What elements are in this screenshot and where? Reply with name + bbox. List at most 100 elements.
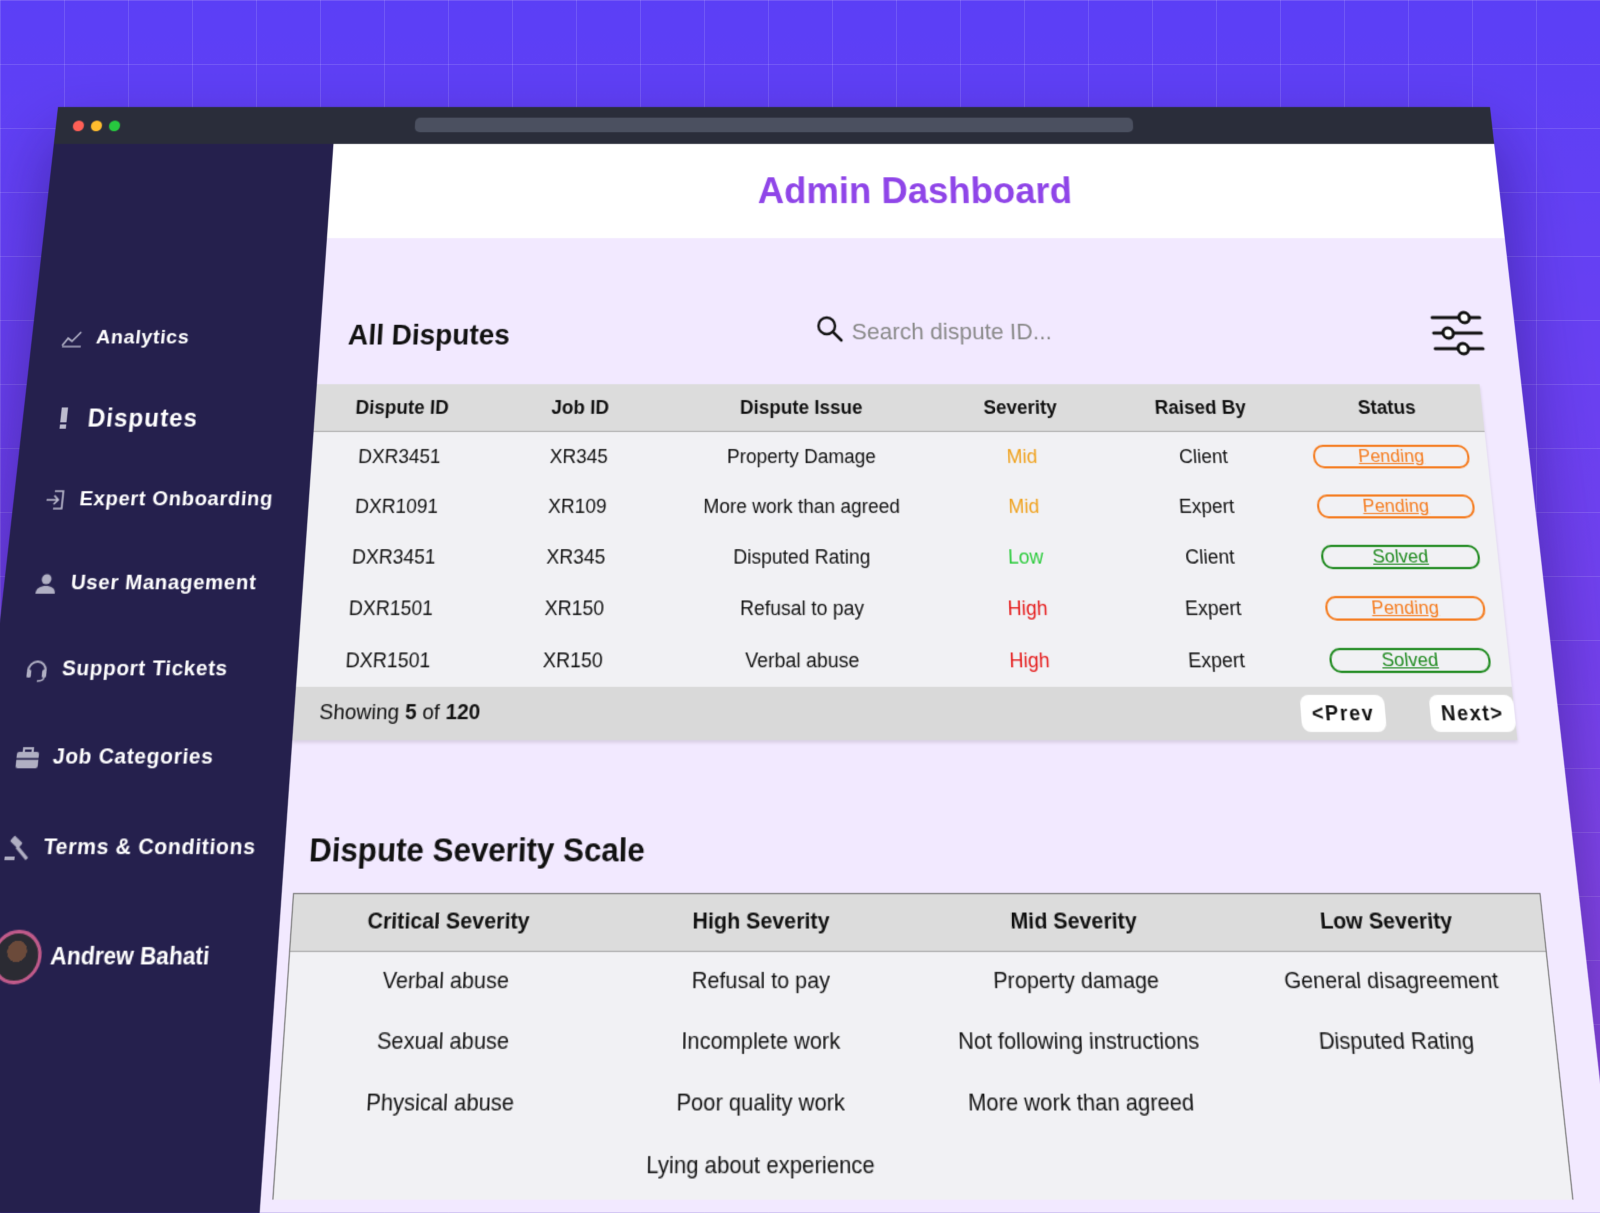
list-item: Poor quality work [676,1073,845,1135]
user-name: Andrew Bahati [49,943,210,972]
total-count: 120 [445,701,481,725]
sidebar-item-label: Disputes [86,404,199,433]
table-footer: Showing 5 of 120 <Prev Next> [292,687,1517,740]
filter-button[interactable] [1428,309,1487,357]
list-item: Sexual abuse [375,1012,510,1073]
cell-severity: Low [934,545,1117,568]
column-header-dispute-issue[interactable]: Dispute Issue [671,396,931,418]
pagination-summary: Showing 5 of 120 [319,701,481,727]
critical-severity-header: Critical Severity [291,909,605,936]
cell-severity: Mid [932,445,1112,468]
cell-dispute-id: DXR1501 [297,648,479,672]
cell-dispute-issue: Verbal abuse [667,648,937,672]
list-item: Property damage [992,952,1160,1012]
low-severity-header: Low Severity [1229,909,1544,936]
column-header-severity[interactable]: Severity [931,396,1110,418]
of-label: of [422,701,441,725]
browser-window-frame: Analytics Disputes Expert Onboarding [0,107,1600,1213]
severity-scale-title: Dispute Severity Scale [308,831,645,870]
table-row[interactable]: DXR1501 XR150 Verbal abuse High Expert S… [296,634,1512,687]
search-box [816,316,1165,348]
column-header-job-id[interactable]: Job ID [489,396,672,418]
sidebar-item-expert-onboarding[interactable]: Expert Onboarding [10,468,311,531]
search-input[interactable] [849,317,1165,346]
severity-scale-table: Critical Severity High Severity Mid Seve… [272,893,1573,1200]
cell-dispute-issue: More work than agreed [670,495,934,518]
user-profile[interactable]: Andrew Bahati [0,930,211,985]
cell-status: Pending [1294,445,1488,469]
mid-severity-header: Mid Severity [917,909,1231,936]
cell-job-id: XR109 [484,495,670,518]
cell-job-id: XR345 [482,545,669,568]
prev-page-button[interactable]: <Prev [1300,695,1387,732]
cell-job-id: XR150 [480,597,668,621]
sidebar-item-label: User Management [70,571,258,596]
browser-window: Analytics Disputes Expert Onboarding [0,107,1600,1213]
chart-line-icon [60,327,85,350]
cell-severity: Mid [933,495,1115,518]
cell-dispute-issue: Refusal to pay [668,597,936,621]
column-header-raised-by[interactable]: Raised By [1109,396,1293,418]
mid-severity-column: Property damage Not following instructio… [918,952,1248,1198]
cell-dispute-id: DXR1501 [301,597,481,621]
next-page-button[interactable]: Next> [1428,695,1516,732]
main-content: Admin Dashboard All Disputes [260,144,1600,1213]
maximize-window-button[interactable] [108,121,120,132]
list-item: Not following instructions [957,1012,1201,1073]
sidebar-item-label: Support Tickets [61,657,229,682]
app-body: Analytics Disputes Expert Onboarding [0,144,1600,1213]
minimize-window-button[interactable] [90,121,102,132]
cell-job-id: XR150 [478,648,668,672]
cell-raised-by: Expert [1121,648,1312,672]
sidebar-item-job-categories[interactable]: Job Categories [0,724,293,792]
cell-dispute-id: DXR1091 [308,495,486,518]
shown-count: 5 [404,701,417,725]
sidebar-item-user-management[interactable]: User Management [1,551,306,616]
showing-label: Showing [319,701,400,725]
cell-dispute-issue: Property Damage [670,445,932,468]
user-icon [33,571,59,596]
disputes-table: Dispute ID Job ID Dispute Issue Severity… [292,384,1517,740]
status-badge[interactable]: Pending [1316,494,1476,518]
list-item: Refusal to pay [691,952,830,1012]
low-severity-column: General disagreement Disputed Rating [1232,952,1572,1198]
severity-scale-header: Critical Severity High Severity Mid Seve… [290,894,1546,952]
sidebar-item-label: Job Categories [52,745,215,771]
column-header-dispute-id[interactable]: Dispute ID [314,396,489,418]
sidebar-item-label: Terms & Conditions [42,835,256,862]
disputes-toolbar: All Disputes [347,309,1488,361]
list-item: Disputed Rating [1317,1012,1477,1073]
sidebar-item-terms-conditions[interactable]: Terms & Conditions [0,813,287,883]
status-badge[interactable]: Pending [1324,596,1486,621]
page-title: Admin Dashboard [758,170,1073,212]
cell-severity: High [936,597,1120,621]
status-badge[interactable]: Solved [1329,648,1492,673]
headset-icon [24,657,51,682]
sign-in-icon [42,488,68,512]
cell-dispute-id: DXR3451 [311,445,487,468]
cell-raised-by: Expert [1119,597,1308,621]
briefcase-icon [14,745,41,771]
sidebar-item-support-tickets[interactable]: Support Tickets [0,637,299,703]
cell-status: Pending [1298,494,1494,518]
sidebar-item-label: Expert Onboarding [78,488,274,512]
address-bar[interactable] [415,118,1134,133]
high-severity-column: Refusal to pay Incomplete work Poor qual… [598,952,923,1198]
close-window-button[interactable] [72,121,84,132]
status-badge[interactable]: Pending [1312,445,1470,469]
window-titlebar [54,107,1494,144]
cell-status: Pending [1306,596,1505,621]
table-row[interactable]: DXR1501 XR150 Refusal to pay High Expert… [300,583,1507,635]
table-row[interactable]: DXR1091 XR109 More work than agreed Mid … [307,481,1496,531]
table-row[interactable]: DXR3451 XR345 Disputed Rating Low Client… [303,532,1501,583]
sidebar-item-disputes[interactable]: Disputes [19,387,316,449]
table-header: Dispute ID Job ID Dispute Issue Severity… [314,384,1485,432]
cell-status: Solved [1302,545,1499,569]
table-row[interactable]: DXR3451 XR345 Property Damage Mid Client… [310,432,1490,481]
cell-job-id: XR345 [487,445,671,468]
cell-raised-by: Client [1111,445,1296,468]
status-badge[interactable]: Solved [1320,545,1481,569]
list-item: Lying about experience [646,1135,875,1198]
sidebar-item-analytics[interactable]: Analytics [28,308,322,368]
column-header-status[interactable]: Status [1291,396,1484,418]
